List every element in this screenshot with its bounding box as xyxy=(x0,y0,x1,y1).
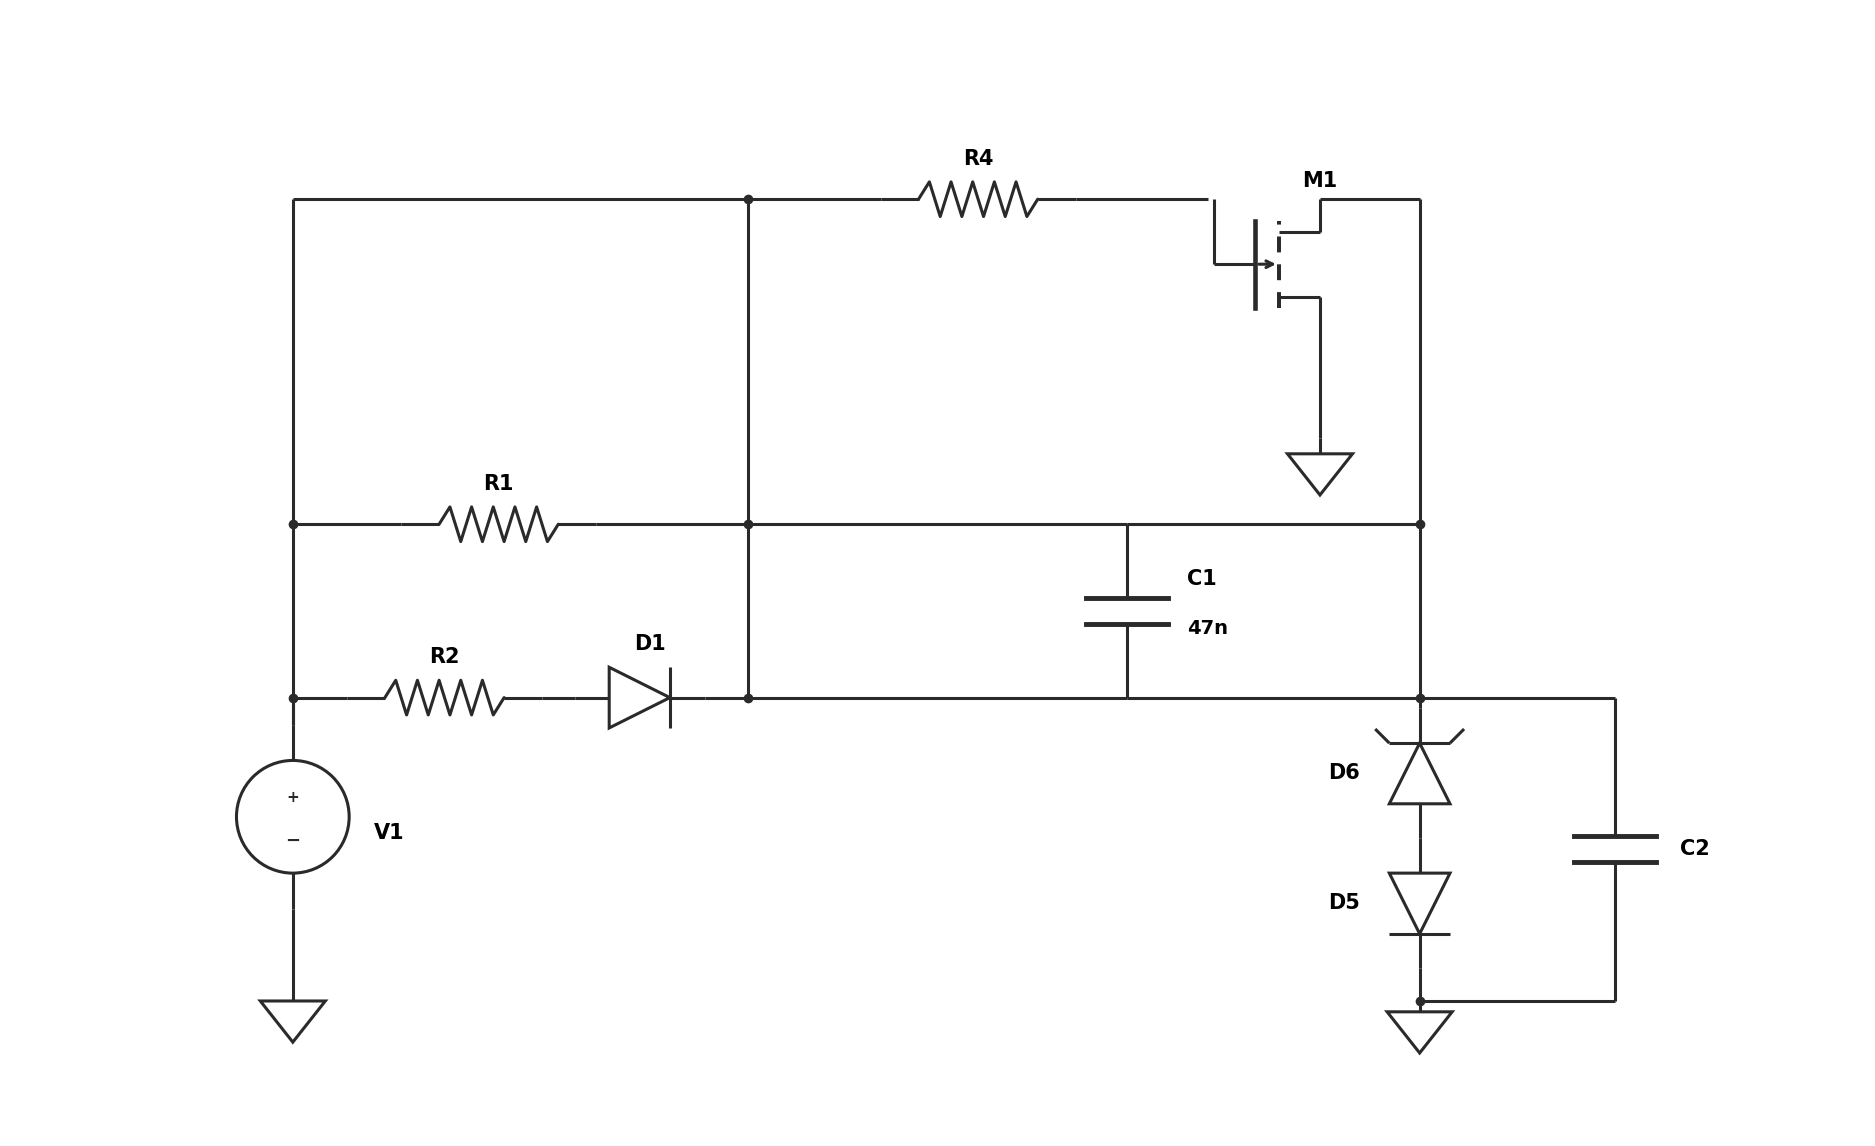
Text: R4: R4 xyxy=(964,149,994,168)
Text: D6: D6 xyxy=(1328,763,1359,784)
Text: C1: C1 xyxy=(1187,570,1217,589)
Text: +: + xyxy=(287,790,300,804)
Text: D1: D1 xyxy=(634,634,666,654)
Text: −: − xyxy=(285,832,300,849)
Text: R1: R1 xyxy=(484,474,514,494)
Text: M1: M1 xyxy=(1303,171,1337,190)
Text: V1: V1 xyxy=(375,823,405,843)
Text: D5: D5 xyxy=(1328,894,1359,913)
Text: 47n: 47n xyxy=(1187,619,1228,638)
Text: C2: C2 xyxy=(1680,839,1710,860)
Text: R2: R2 xyxy=(429,647,459,667)
